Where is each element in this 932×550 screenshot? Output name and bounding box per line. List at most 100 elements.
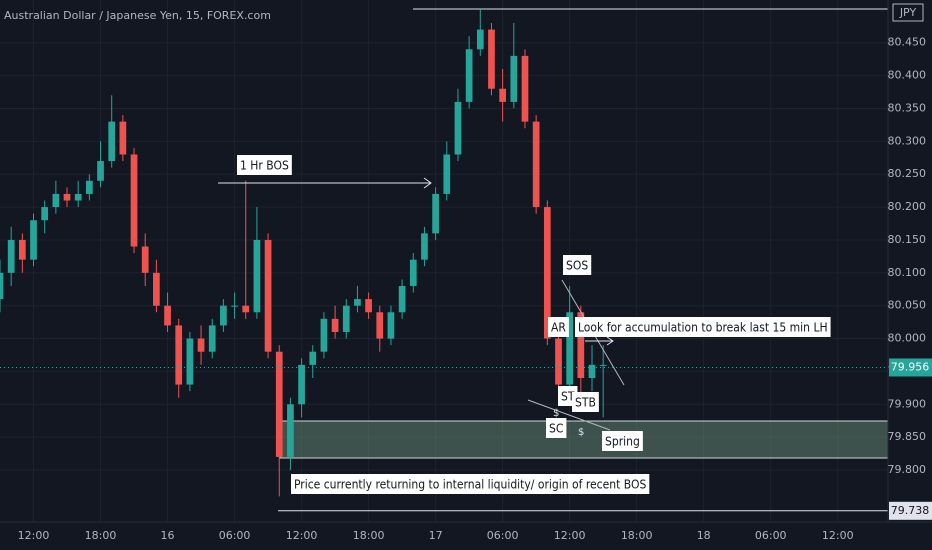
candle-body	[86, 180, 93, 194]
annotation: SOS	[566, 259, 588, 273]
candle-body	[409, 259, 417, 286]
annotation: STB	[575, 396, 596, 410]
annotation: Spring	[605, 435, 640, 449]
annotation-box	[546, 418, 567, 438]
x-tick-label: 06:00	[487, 529, 519, 542]
y-tick-label: 80.050	[888, 299, 927, 312]
candle-body	[566, 312, 574, 385]
candle-body	[41, 207, 49, 221]
x-tick-label: 12:00	[822, 529, 854, 542]
y-tick-label: 80.400	[888, 69, 927, 82]
x-tick-label: 12:00	[554, 529, 586, 542]
annotation-box	[575, 317, 831, 337]
x-tick-label: 06:00	[755, 529, 787, 542]
x-tick-label: 12:00	[286, 529, 318, 542]
y-tick-label: 80.350	[888, 101, 927, 114]
candle-body	[432, 193, 439, 234]
candle-body	[488, 29, 495, 89]
annotation: Look for accumulation to break last 15 m…	[578, 321, 828, 335]
candle-body	[365, 299, 372, 313]
candle-body	[275, 351, 283, 457]
low-price-box	[889, 501, 932, 520]
annotation: SC	[549, 422, 563, 436]
candle-body	[354, 299, 361, 306]
candle-body	[119, 121, 127, 155]
candle-body	[231, 305, 238, 307]
y-tick-label: 80.250	[888, 167, 927, 180]
y-tick-label: 79.900	[888, 397, 927, 410]
candle-body	[387, 312, 395, 339]
arrow-head	[423, 177, 432, 189]
x-tick-label: 12:00	[18, 529, 50, 542]
candle-body	[499, 88, 506, 102]
candle-body	[141, 246, 149, 273]
candle-body	[476, 29, 484, 50]
candle-body	[74, 193, 82, 201]
candle-body	[454, 101, 462, 155]
currency: JPY	[899, 6, 917, 19]
candle-body	[376, 312, 384, 339]
candle-body	[421, 233, 428, 260]
symbol: $	[578, 427, 584, 438]
candle-body	[175, 325, 183, 385]
candle-body	[242, 305, 250, 313]
annotation: AR	[551, 321, 566, 335]
candle-body	[52, 193, 60, 208]
x-tick-label: 17	[429, 529, 443, 542]
candle-body	[153, 272, 160, 306]
candle-body	[331, 318, 339, 332]
y-tick-label: 80.100	[888, 266, 927, 279]
low-price-label: 79.738	[891, 504, 930, 517]
candle-body	[298, 364, 305, 405]
annotation-box	[237, 155, 292, 175]
candle-body	[532, 121, 540, 208]
y-tick-label: 79.850	[888, 430, 927, 443]
symbol: $	[553, 408, 559, 419]
y-tick-label: 80.000	[888, 332, 927, 345]
candle-body	[543, 207, 551, 339]
candle-body	[264, 239, 272, 352]
candle-body	[18, 239, 26, 260]
candle-body	[130, 154, 138, 247]
x-tick-label: 06:00	[219, 529, 251, 542]
candle-body	[510, 55, 518, 102]
chart-title: Australian Dollar / Japanese Yen, 15, FO…	[4, 9, 271, 22]
candle-body	[164, 305, 171, 326]
candle-body	[309, 351, 317, 365]
candle-body	[108, 121, 116, 162]
candle-body	[443, 154, 451, 194]
y-tick-label: 80.450	[888, 36, 927, 49]
price-axis	[888, 0, 932, 522]
candle-body	[599, 364, 607, 366]
currency-box	[892, 3, 924, 22]
candle-body	[0, 272, 4, 300]
candle-body	[208, 325, 216, 352]
last-price-label: 79.956	[891, 360, 930, 373]
candle-body	[398, 285, 406, 313]
annotation-box	[548, 317, 569, 337]
x-tick-label: 18:00	[85, 529, 117, 542]
candle-body	[320, 318, 328, 352]
candle-body	[220, 305, 227, 326]
annotation: Price currently returning to internal li…	[294, 478, 646, 492]
last-price-box	[889, 358, 932, 377]
x-tick-label: 18:00	[353, 529, 385, 542]
trend-line	[527, 399, 611, 431]
x-tick-label: 18	[697, 529, 711, 542]
candle-body	[97, 161, 104, 181]
candle-body	[577, 312, 585, 379]
annotation-box	[291, 474, 650, 494]
candle-body	[7, 239, 15, 273]
candle-body	[555, 338, 562, 385]
candle-body	[287, 404, 294, 457]
candle-body	[30, 220, 37, 260]
candle-body	[342, 305, 350, 332]
candle-body	[197, 338, 205, 352]
y-tick-label: 80.200	[888, 200, 927, 213]
x-tick-label: 18:00	[621, 529, 653, 542]
candle-body	[253, 239, 261, 313]
annotation-box	[572, 392, 599, 412]
candle-body	[63, 193, 71, 201]
annotation: ST	[561, 390, 575, 404]
